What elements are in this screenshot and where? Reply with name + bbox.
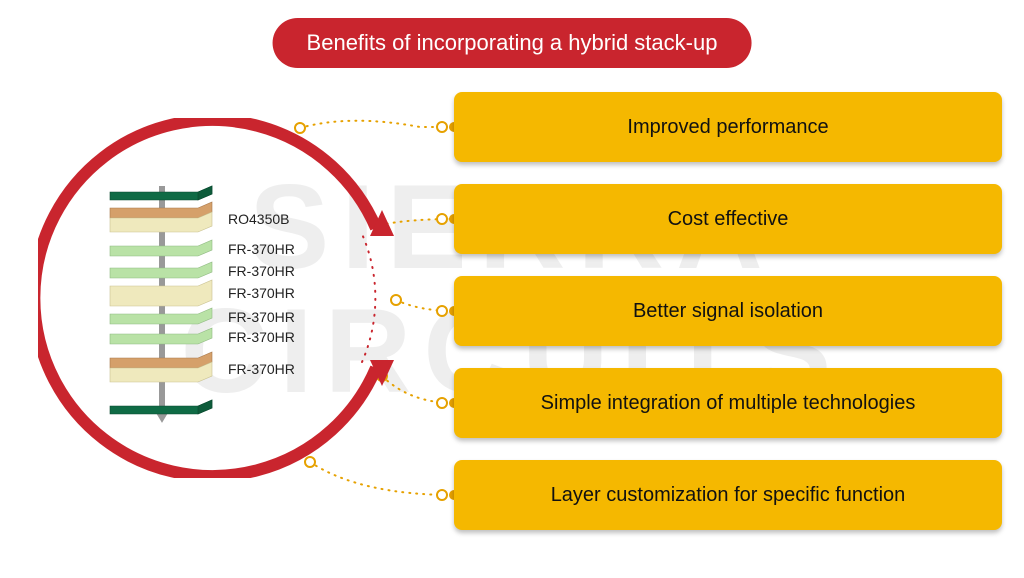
- svg-text:RO4350B: RO4350B: [228, 211, 289, 227]
- svg-text:FR-370HR: FR-370HR: [228, 263, 295, 279]
- benefit-label: Better signal isolation: [633, 300, 823, 323]
- svg-text:FR-370HR: FR-370HR: [228, 361, 295, 377]
- svg-text:FR-370HR: FR-370HR: [228, 329, 295, 345]
- benefit-label: Improved performance: [627, 116, 828, 139]
- stackup-circle: RO4350B FR-370HR FR-370HR FR-370HR FR-37…: [38, 118, 398, 478]
- svg-text:FR-370HR: FR-370HR: [228, 285, 295, 301]
- benefit-label: Simple integration of multiple technolog…: [541, 392, 916, 415]
- svg-text:FR-370HR: FR-370HR: [228, 241, 295, 257]
- benefits-list: Improved performance Cost effective Bett…: [454, 92, 1002, 530]
- benefit-label: Cost effective: [668, 208, 789, 231]
- benefit-item: Layer customization for specific functio…: [454, 460, 1002, 530]
- benefit-item: Simple integration of multiple technolog…: [454, 368, 1002, 438]
- page-title-text: Benefits of incorporating a hybrid stack…: [307, 30, 718, 55]
- benefit-label: Layer customization for specific functio…: [551, 484, 906, 507]
- svg-text:FR-370HR: FR-370HR: [228, 309, 295, 325]
- page-title: Benefits of incorporating a hybrid stack…: [273, 18, 752, 68]
- benefit-item: Improved performance: [454, 92, 1002, 162]
- benefit-item: Cost effective: [454, 184, 1002, 254]
- benefit-item: Better signal isolation: [454, 276, 1002, 346]
